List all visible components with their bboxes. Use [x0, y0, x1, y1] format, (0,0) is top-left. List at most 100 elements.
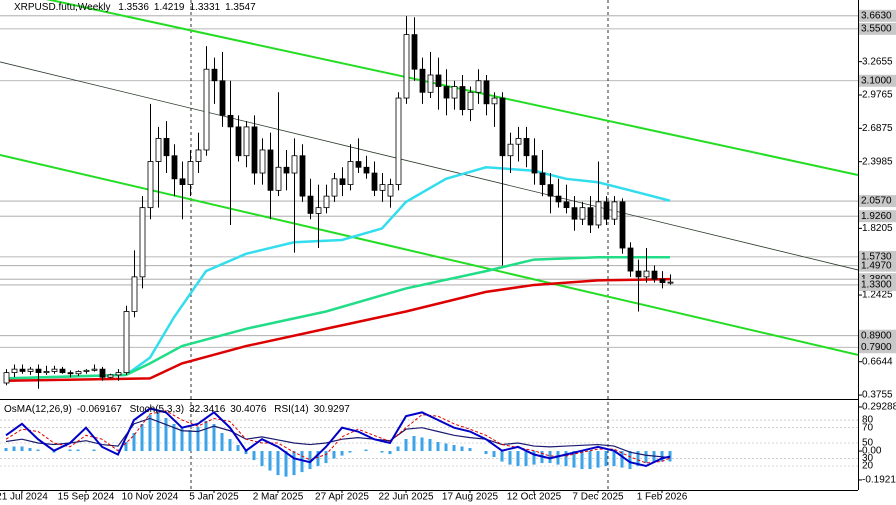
candle-body — [651, 270, 658, 280]
candle-body — [395, 97, 402, 185]
osma-bar — [444, 443, 448, 452]
symbol-title: XRPUSD.futu,Weekly — [14, 2, 111, 13]
low-value: 1.3331 — [189, 2, 221, 13]
y-tick-label: 1.2425 — [862, 290, 893, 301]
level-label: 1.5730 — [861, 252, 892, 263]
osma-bar — [220, 432, 224, 452]
candle-body — [403, 34, 410, 99]
osc-level-label: 30 — [862, 453, 874, 464]
osma-bar — [388, 451, 392, 455]
candle-body — [627, 247, 634, 272]
stoch-main-value: 32.3416 — [189, 404, 226, 415]
osma-bar — [340, 451, 344, 456]
osma-bar — [460, 446, 464, 452]
osma-bar — [644, 451, 648, 464]
osma-value: -0.069167 — [76, 404, 122, 415]
osma-bar — [500, 451, 504, 462]
candle-body — [435, 74, 442, 87]
osma-bar — [324, 451, 328, 464]
y-tick-label: 0.3755 — [862, 390, 893, 401]
osma-bar — [420, 437, 424, 452]
candle-body — [331, 178, 338, 197]
osma-bar — [668, 451, 672, 462]
y-tick-label: 0.6644 — [862, 356, 893, 367]
osma-bar — [124, 442, 128, 452]
osma-bar — [396, 446, 400, 452]
osma-bar — [428, 439, 432, 452]
level-label: 3.1000 — [861, 75, 892, 86]
osma-bar — [268, 451, 272, 471]
osma-bar — [284, 451, 288, 477]
candle-body — [619, 201, 626, 249]
osma-bar — [492, 451, 496, 458]
osma-bar — [636, 451, 640, 467]
candle-body — [419, 68, 426, 93]
osma-bar — [348, 451, 352, 453]
x-tick-label: 22 Jun 2025 — [378, 492, 433, 503]
osma-bar — [364, 449, 368, 452]
candle-body — [467, 91, 474, 110]
osma-bar — [212, 423, 216, 452]
candle-body — [283, 166, 290, 174]
osma-bar — [564, 451, 568, 467]
level-label: 0.8900 — [861, 330, 892, 341]
candle-body — [91, 368, 98, 371]
osma-bar — [188, 429, 192, 452]
chart-header: XRPUSD.futu,Weekly 1.3536 1.4219 1.3331 1.3… — [14, 2, 261, 13]
candle-body — [475, 80, 482, 93]
osma-bar — [300, 451, 304, 473]
candle-body — [563, 201, 570, 209]
candle-body — [339, 178, 346, 185]
level-label-box — [859, 195, 896, 208]
candle-body — [107, 374, 114, 378]
candle-body — [667, 281, 674, 284]
level-label-box — [859, 74, 896, 87]
x-tick-label: 1 Feb 2026 — [637, 492, 688, 503]
osma-bar — [52, 451, 56, 453]
level-label: 3.6630 — [861, 10, 892, 21]
osc-level-label: 70 — [862, 422, 874, 433]
level-label-box — [859, 259, 896, 272]
osc-tick-label: -0.192148 — [862, 475, 896, 486]
candle-body — [19, 368, 26, 372]
osma-bar — [572, 451, 576, 468]
candle-body — [123, 311, 130, 374]
candle-body — [603, 201, 610, 220]
candle-body — [387, 184, 394, 197]
osma-bar — [380, 451, 384, 453]
x-tick-label: 10 Nov 2024 — [122, 492, 179, 503]
candle-body — [59, 368, 66, 374]
candle-body — [523, 138, 530, 157]
candle-body — [635, 270, 642, 278]
candle-body — [555, 195, 562, 203]
candle-body — [547, 184, 554, 197]
candle-body — [251, 126, 258, 174]
candle-body — [155, 138, 162, 162]
level-label-box — [859, 210, 896, 223]
candle-body — [235, 126, 242, 157]
trendline — [0, 61, 858, 271]
candle-body — [219, 80, 226, 116]
rsi-value: 30.9297 — [313, 404, 350, 415]
candle-body — [411, 34, 418, 70]
candle-body — [499, 97, 506, 157]
level-label: 2.0570 — [861, 196, 892, 207]
candle-body — [451, 86, 458, 99]
x-tick-label: 15 Sep 2024 — [58, 492, 115, 503]
candle-body — [27, 368, 34, 372]
candle-body — [171, 155, 178, 180]
osma-bar — [28, 448, 32, 452]
level-label: 3.5500 — [861, 23, 892, 34]
candle-body — [259, 149, 266, 174]
candle-body — [323, 195, 330, 209]
level-label-box — [859, 329, 896, 342]
osma-bar — [132, 432, 136, 452]
osma-bar — [92, 449, 96, 452]
osma-bar — [196, 426, 200, 452]
osma-bar — [244, 451, 248, 455]
osma-bar — [252, 451, 256, 461]
candle-body — [115, 372, 122, 376]
